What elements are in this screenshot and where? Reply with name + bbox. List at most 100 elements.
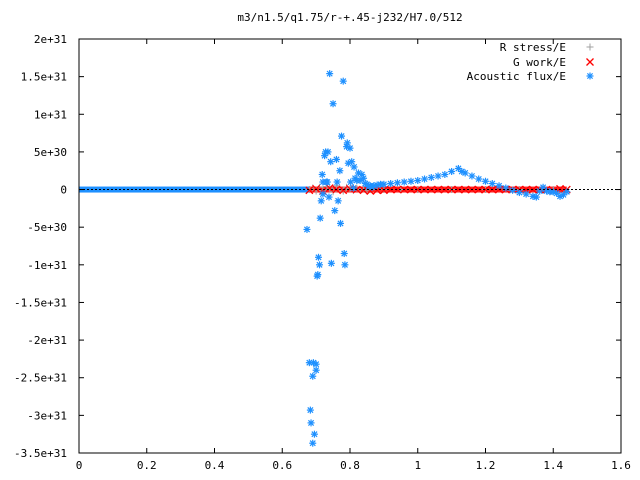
g-work-point: [434, 185, 443, 194]
acoustic-flux-point: [340, 250, 348, 258]
legend-swatches: [586, 43, 594, 80]
acoustic-flux-point: [337, 219, 345, 227]
y-tick-label: -3.5e+31: [14, 447, 67, 460]
acoustic-flux-point: [515, 189, 523, 197]
acoustic-flux-point: [349, 184, 357, 192]
r-stress-point: [329, 188, 337, 196]
acoustic-flux-baseline-band: [79, 186, 310, 193]
g-work-point: [407, 185, 415, 194]
g-work-point: [413, 185, 422, 194]
acoustic-flux-point: [318, 170, 326, 178]
acoustic-flux-point: [319, 190, 327, 198]
acoustic-flux-point: [312, 366, 320, 374]
g-work-point: [325, 184, 334, 192]
y-tick-label: -2e+31: [27, 334, 67, 347]
acoustic-flux-point: [343, 139, 351, 147]
chart-title: m3/n1.5/q1.75/r-+.45-j232/H7.0/512: [237, 11, 462, 24]
acoustic-flux-point: [482, 177, 489, 185]
acoustic-flux-point: [325, 193, 333, 201]
acoustic-flux-point: [461, 169, 469, 177]
x-tick-label: 1.6: [611, 459, 631, 472]
series-acoustic-flux-e: [303, 70, 571, 447]
acoustic-flux-point: [307, 419, 315, 427]
acoustic-flux-point: [317, 197, 325, 205]
acoustic-flux-point: [324, 148, 332, 156]
acoustic-flux-point: [421, 175, 429, 183]
acoustic-flux-point: [427, 174, 435, 182]
acoustic-flux-point: [350, 163, 358, 171]
acoustic-flux-point: [509, 186, 517, 194]
g-work-point: [305, 186, 314, 195]
g-work-point: [359, 186, 368, 195]
y-tick-label: -5e+30: [27, 221, 67, 234]
x-tick-label: 1: [414, 459, 421, 472]
acoustic-flux-point: [314, 271, 322, 279]
y-tick-label: 5e+30: [34, 146, 67, 159]
acoustic-flux-point: [310, 430, 318, 438]
acoustic-flux-point: [387, 180, 395, 188]
acoustic-flux-point: [360, 174, 368, 182]
legend-swatch: [586, 43, 594, 51]
legend: R stress/E G work/E Acoustic flux/E: [467, 41, 594, 83]
acoustic-flux-point: [309, 372, 317, 380]
acoustic-flux-point: [468, 172, 476, 180]
g-work-point: [379, 186, 388, 195]
acoustic-flux-point: [563, 188, 571, 196]
g-work-point: [339, 186, 348, 195]
acoustic-flux-point: [332, 155, 340, 163]
acoustic-flux-point: [495, 182, 503, 190]
acoustic-flux-point: [522, 190, 530, 198]
g-work-point: [481, 185, 490, 194]
acoustic-flux-point: [338, 132, 346, 140]
acoustic-flux-point: [336, 167, 344, 175]
acoustic-flux-point: [327, 259, 335, 267]
acoustic-flux-point: [316, 214, 324, 222]
acoustic-flux-point: [312, 360, 320, 368]
y-tick-label: 1.5e+31: [21, 71, 67, 84]
acoustic-flux-point: [306, 406, 314, 414]
acoustic-flux-point: [559, 191, 567, 199]
acoustic-flux-point: [448, 167, 456, 175]
x-tick-label: 0.2: [137, 459, 157, 472]
acoustic-flux-point: [334, 197, 342, 205]
acoustic-flux-point: [331, 207, 339, 215]
acoustic-flux-point: [488, 180, 496, 188]
g-work-point: [454, 185, 463, 194]
g-work-point: [474, 185, 483, 194]
y-tick-label: -2.5e+31: [14, 372, 67, 385]
g-work-point: [373, 186, 382, 195]
y-tick-label: -1.5e+31: [14, 296, 67, 309]
acoustic-flux-point: [341, 261, 349, 269]
acoustic-flux-point: [407, 177, 415, 185]
y-tick-label: 2e+31: [34, 33, 67, 46]
x-tick-label: 1.4: [543, 459, 563, 472]
legend-label-acoustic-flux: Acoustic flux/E: [467, 70, 566, 83]
x-tick-label: 0.8: [340, 459, 360, 472]
acoustic-flux-point: [393, 179, 401, 187]
acoustic-flux-point: [441, 170, 449, 178]
acoustic-flux-point: [309, 439, 317, 447]
g-work-point: [386, 185, 395, 194]
acoustic-flux-point: [314, 253, 322, 261]
g-work-point: [556, 184, 564, 193]
x-tick-label: 0: [76, 459, 83, 472]
acoustic-flux-point: [326, 70, 334, 78]
acoustic-flux-point: [532, 193, 540, 201]
y-tick-label: -3e+31: [27, 409, 67, 422]
acoustic-flux-point: [414, 177, 422, 185]
axes: 0 0.2 0.4 0.6 0.8 1 1.2 1.4 1.6 -3.5e+31 -3e+31 -2.…: [14, 33, 631, 472]
acoustic-flux-point: [380, 180, 388, 188]
acoustic-flux-point: [339, 77, 347, 85]
legend-label-r-stress: R stress/E: [500, 41, 566, 54]
acoustic-flux-point: [346, 144, 354, 152]
acoustic-flux-point: [434, 172, 442, 180]
acoustic-flux-point: [400, 178, 408, 186]
g-work-point: [393, 185, 402, 194]
acoustic-flux-point: [327, 158, 335, 166]
acoustic-flux-point: [323, 178, 331, 186]
acoustic-flux-point: [303, 225, 311, 233]
acoustic-flux-point: [502, 184, 510, 192]
acoustic-flux-point: [475, 175, 483, 183]
